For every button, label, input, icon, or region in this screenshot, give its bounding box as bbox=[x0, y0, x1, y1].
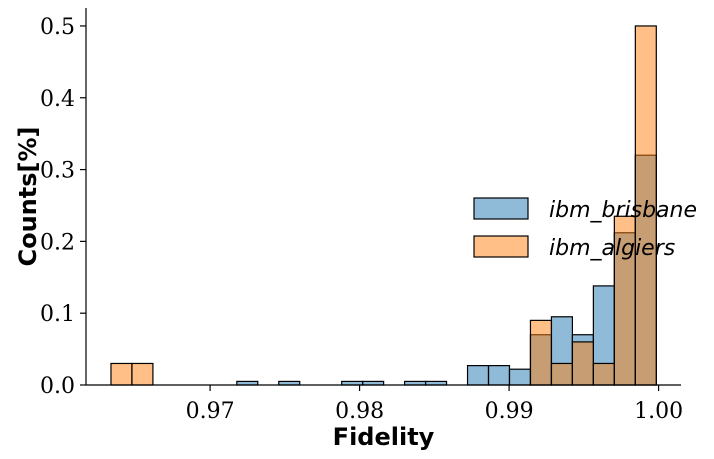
legend: ibm_brisbane ibm_algiers bbox=[473, 197, 697, 261]
bars-layer bbox=[110, 25, 657, 386]
bar-ibm-algiers-1 bbox=[131, 362, 154, 386]
bar-ibm-brisbane-18 bbox=[487, 365, 511, 386]
bar-ibm-algiers-20 bbox=[529, 319, 553, 386]
legend-label-ibm-algiers: ibm_algiers bbox=[549, 236, 675, 261]
x-tick-label: 0.99 bbox=[485, 399, 534, 424]
y-tick-label: 0.2 bbox=[40, 230, 75, 255]
x-axis-title: Fidelity bbox=[333, 423, 435, 451]
y-tick-label: 0.3 bbox=[40, 159, 75, 184]
x-tick-label: 0.98 bbox=[335, 399, 384, 424]
bar-ibm-algiers-22 bbox=[571, 341, 594, 386]
y-ticks: 0.0 0.1 0.2 0.3 0.4 0.5 bbox=[40, 15, 86, 399]
y-axis-title: Counts[%] bbox=[14, 126, 42, 266]
bar-ibm-algiers-21 bbox=[550, 362, 573, 386]
x-ticks: 0.97 0.98 0.99 1.00 bbox=[186, 385, 683, 424]
legend-swatch-ibm-brisbane bbox=[473, 197, 529, 220]
bar-ibm-algiers-23 bbox=[592, 362, 615, 386]
y-tick-label: 0.1 bbox=[40, 302, 75, 327]
legend-label-ibm-brisbane: ibm_brisbane bbox=[549, 198, 697, 223]
y-tick-label: 0.0 bbox=[40, 374, 75, 399]
y-tick-label: 0.5 bbox=[40, 15, 75, 40]
x-tick-label: 1.00 bbox=[634, 399, 683, 424]
bar-ibm-algiers-0 bbox=[110, 362, 133, 386]
legend-swatch-ibm-algiers bbox=[473, 235, 529, 258]
bar-ibm-brisbane-19 bbox=[508, 368, 532, 386]
x-tick-label: 0.97 bbox=[186, 399, 235, 424]
y-tick-label: 0.4 bbox=[40, 87, 75, 112]
bar-ibm-brisbane-17 bbox=[466, 365, 490, 386]
